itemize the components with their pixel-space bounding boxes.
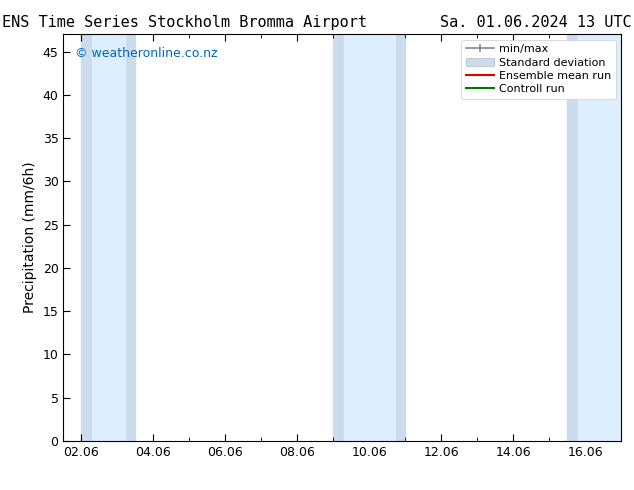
Y-axis label: Precipitation (mm/6h): Precipitation (mm/6h) — [23, 162, 37, 314]
Bar — [578, 34, 621, 441]
Bar — [344, 34, 394, 441]
Legend: min/max, Standard deviation, Ensemble mean run, Controll run: min/max, Standard deviation, Ensemble me… — [462, 40, 616, 99]
Text: © weatheronline.co.nz: © weatheronline.co.nz — [75, 47, 217, 59]
Bar — [92, 34, 125, 441]
Bar — [81, 34, 136, 441]
Bar — [567, 34, 621, 441]
Text: ENS Time Series Stockholm Bromma Airport        Sa. 01.06.2024 13 UTC: ENS Time Series Stockholm Bromma Airport… — [2, 15, 632, 30]
Bar — [333, 34, 405, 441]
